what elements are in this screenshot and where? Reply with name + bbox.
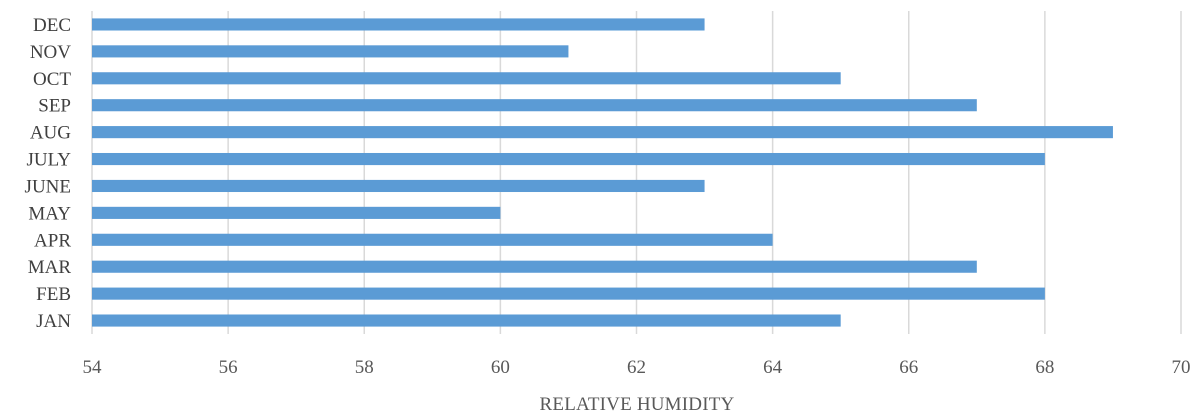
category-label: JULY xyxy=(26,150,71,171)
category-label: OCT xyxy=(33,69,71,90)
gridlines xyxy=(91,11,1182,334)
category-label: JUNE xyxy=(25,176,71,197)
category-axis-labels: JAN FEB MAR APR MAY JUNE JULY AUG SEP OCT NOV DEC xyxy=(25,15,72,332)
x-tick-label: 54 xyxy=(83,357,103,378)
bar-nov xyxy=(92,45,569,58)
bar-jan xyxy=(92,314,841,327)
bar-dec xyxy=(92,18,705,31)
bar-oct xyxy=(92,72,841,85)
category-label: APR xyxy=(34,230,71,251)
x-tick-label: 66 xyxy=(899,357,918,378)
bars xyxy=(92,18,1113,327)
x-tick-label: 64 xyxy=(763,357,783,378)
x-tick-label: 68 xyxy=(1035,357,1054,378)
category-label: SEP xyxy=(38,96,71,117)
bar-may xyxy=(92,206,501,219)
x-tick-label: 62 xyxy=(627,357,646,378)
bar-aug xyxy=(92,126,1113,139)
bar-feb xyxy=(92,287,1045,300)
category-label: NOV xyxy=(30,42,71,63)
category-label: JAN xyxy=(36,311,71,332)
bar-apr xyxy=(92,233,773,246)
x-tick-label: 56 xyxy=(219,357,238,378)
x-axis-title: RELATIVE HUMIDITY xyxy=(540,394,735,415)
category-label: FEB xyxy=(36,284,71,305)
category-label: MAY xyxy=(28,203,71,224)
bar-june xyxy=(92,179,705,193)
x-tick-label: 58 xyxy=(355,357,374,378)
x-tick-label: 60 xyxy=(491,357,510,378)
x-tick-label: 70 xyxy=(1172,357,1191,378)
category-label: AUG xyxy=(30,123,71,144)
category-label: DEC xyxy=(33,15,71,36)
category-label: MAR xyxy=(28,257,72,278)
bar-mar xyxy=(92,260,977,273)
value-axis-labels: 54 56 58 60 62 64 66 68 70 xyxy=(83,357,1191,378)
bar-july xyxy=(92,152,1045,166)
bar-sep xyxy=(92,99,977,112)
